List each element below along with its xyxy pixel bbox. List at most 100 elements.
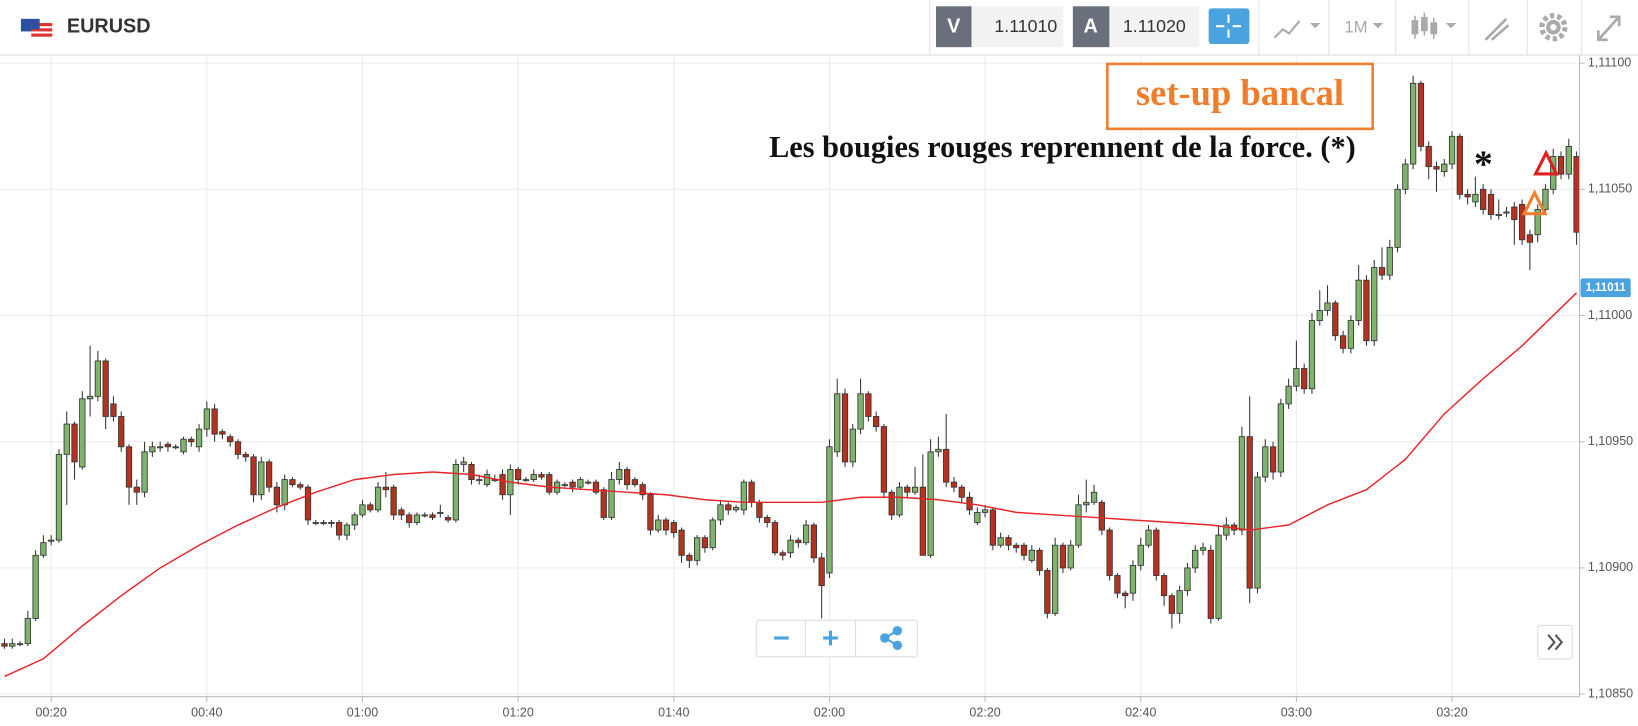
candle-body (1192, 549, 1199, 569)
candle-body (273, 486, 281, 506)
candle-body (367, 504, 374, 511)
draw-button[interactable] (1484, 17, 1510, 41)
x-tick-label: 03:00 (1281, 706, 1312, 720)
candle-body (515, 469, 522, 481)
candle-body (857, 393, 864, 430)
buy-label[interactable]: A (1083, 15, 1097, 37)
candle-body (1472, 193, 1479, 203)
candle-body (834, 393, 841, 453)
candle-body (787, 539, 794, 554)
candle-body (94, 360, 102, 397)
sell-button[interactable] (936, 6, 972, 48)
candle-body (219, 431, 226, 435)
candle-body (1044, 570, 1051, 614)
timeframe-caret[interactable] (1372, 23, 1384, 29)
candle-body (421, 514, 428, 517)
sell-label[interactable]: V (947, 15, 961, 37)
y-tick-label: 1,11050 (1588, 182, 1632, 196)
candle-body (810, 524, 818, 559)
candle-body (717, 504, 724, 521)
x-tick-label: 01:20 (502, 706, 533, 720)
candle-body (1137, 544, 1144, 566)
candle-body (1339, 335, 1347, 349)
candle-body (1433, 166, 1440, 170)
candle-body (1448, 135, 1456, 165)
candle-body (670, 522, 677, 534)
candle-body (312, 522, 319, 524)
candle-body (40, 542, 47, 556)
sell-price[interactable]: 1.11010 (994, 16, 1057, 36)
annotation-title: set-up bancal (1136, 72, 1344, 113)
timeframe[interactable]: 1M (1344, 18, 1367, 37)
x-tick-label: 00:40 (191, 706, 222, 720)
candle-body (460, 461, 467, 465)
scroll-end-button[interactable] (1537, 624, 1573, 660)
candle-body (662, 519, 670, 531)
candle-body (927, 451, 934, 556)
buy-button[interactable] (1072, 6, 1110, 48)
x-tick-label: 02:00 (814, 706, 845, 720)
candle-body (997, 537, 1004, 546)
candle-body (499, 474, 506, 496)
candle-body (398, 509, 405, 516)
candle-body (1114, 575, 1121, 594)
candle-body (577, 479, 584, 488)
candle-body (413, 514, 421, 523)
candle-body (639, 484, 646, 496)
candle-body (1518, 204, 1526, 241)
candle-body (63, 423, 70, 455)
candle-body (1207, 549, 1214, 619)
chart-type-button[interactable] (1273, 20, 1321, 39)
settings-button[interactable] (1539, 13, 1568, 42)
annotation-note: Les bougies rouges reprennent de la forc… (769, 130, 1356, 164)
candle-body (1534, 209, 1541, 236)
zoom-in-button[interactable] (805, 620, 855, 657)
candle-body (188, 438, 195, 443)
zoom-controls (755, 619, 1573, 660)
warning-triangle (1521, 189, 1548, 216)
candle-body (374, 486, 382, 511)
candle-type-button[interactable] (1411, 12, 1457, 39)
annotation-box (1106, 62, 1374, 131)
candle-body (1223, 524, 1230, 536)
candle-body (701, 537, 709, 549)
candle-body (320, 522, 327, 524)
y-tick-label: 1,10950 (1588, 434, 1633, 448)
zoom-out-button[interactable] (756, 620, 805, 657)
candle-body (1199, 547, 1207, 551)
candle-body (180, 438, 187, 453)
buy-price[interactable]: 1.11020 (1123, 16, 1186, 36)
candle-body (102, 360, 109, 417)
candle-body (919, 486, 926, 556)
candle-body (1145, 529, 1152, 546)
candle-body (9, 643, 16, 647)
candle-body (382, 486, 389, 491)
candle-body (133, 486, 140, 493)
crosshair-button[interactable] (1208, 8, 1250, 45)
candle-body (1378, 267, 1386, 276)
candle-body (234, 441, 242, 455)
candle-body (429, 514, 436, 518)
candle-body (756, 501, 763, 518)
candle-body (1503, 211, 1510, 214)
candle-body (873, 416, 880, 427)
sell-price-box[interactable] (971, 6, 1064, 48)
candle-body (530, 474, 537, 481)
candle-body (1441, 163, 1448, 173)
candle-body (740, 481, 747, 511)
share-button[interactable] (880, 625, 903, 651)
candle-body (304, 486, 312, 521)
plot-area (1, 75, 1580, 678)
candle-body (1090, 491, 1098, 503)
fullscreen-button[interactable] (1596, 15, 1621, 42)
last-price-label: 1,11011 (1585, 282, 1626, 294)
buy-price-box[interactable] (1109, 6, 1200, 48)
candle-body (1168, 595, 1176, 614)
candle-body (1417, 82, 1425, 147)
candle-body (289, 479, 296, 486)
candle-body (149, 446, 156, 453)
candle-body (771, 522, 779, 554)
candle-body (1363, 279, 1370, 342)
candle-body (79, 398, 86, 468)
